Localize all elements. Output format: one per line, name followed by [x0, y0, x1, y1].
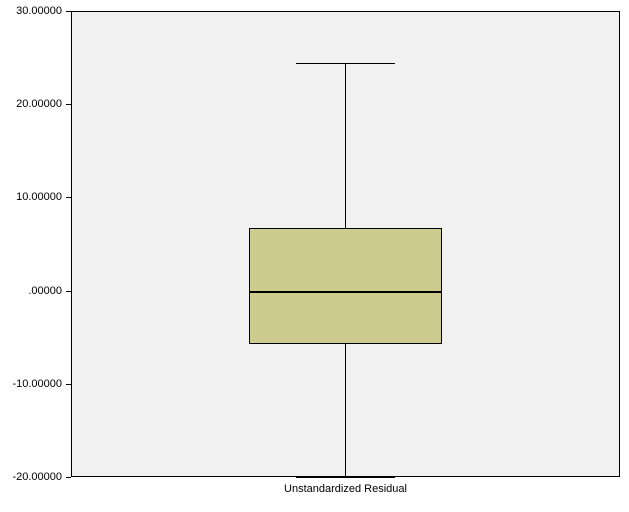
y-tick-mark: [66, 104, 71, 105]
whisker-cap-upper: [296, 63, 395, 64]
whisker-upper: [345, 63, 346, 228]
box: [249, 228, 441, 344]
whisker-lower: [345, 344, 346, 477]
y-tick-mark: [66, 11, 71, 12]
y-tick-mark: [66, 477, 71, 478]
y-tick-mark: [66, 197, 71, 198]
x-category-label: Unstandardized Residual: [284, 483, 407, 495]
y-tick-mark: [66, 384, 71, 385]
y-tick-label: -10.00000: [0, 378, 62, 390]
whisker-cap-lower: [296, 477, 395, 478]
y-tick-label: 30.00000: [0, 5, 62, 17]
boxplot-chart: -20.00000 -10.00000 .00000 10.00000 20.00000…: [0, 0, 629, 512]
median-line: [249, 291, 441, 293]
y-tick-mark: [66, 291, 71, 292]
y-tick-label: 10.00000: [0, 191, 62, 203]
y-tick-label: -20.00000: [0, 471, 62, 483]
y-tick-label: .00000: [0, 285, 62, 297]
y-tick-label: 20.00000: [0, 98, 62, 110]
